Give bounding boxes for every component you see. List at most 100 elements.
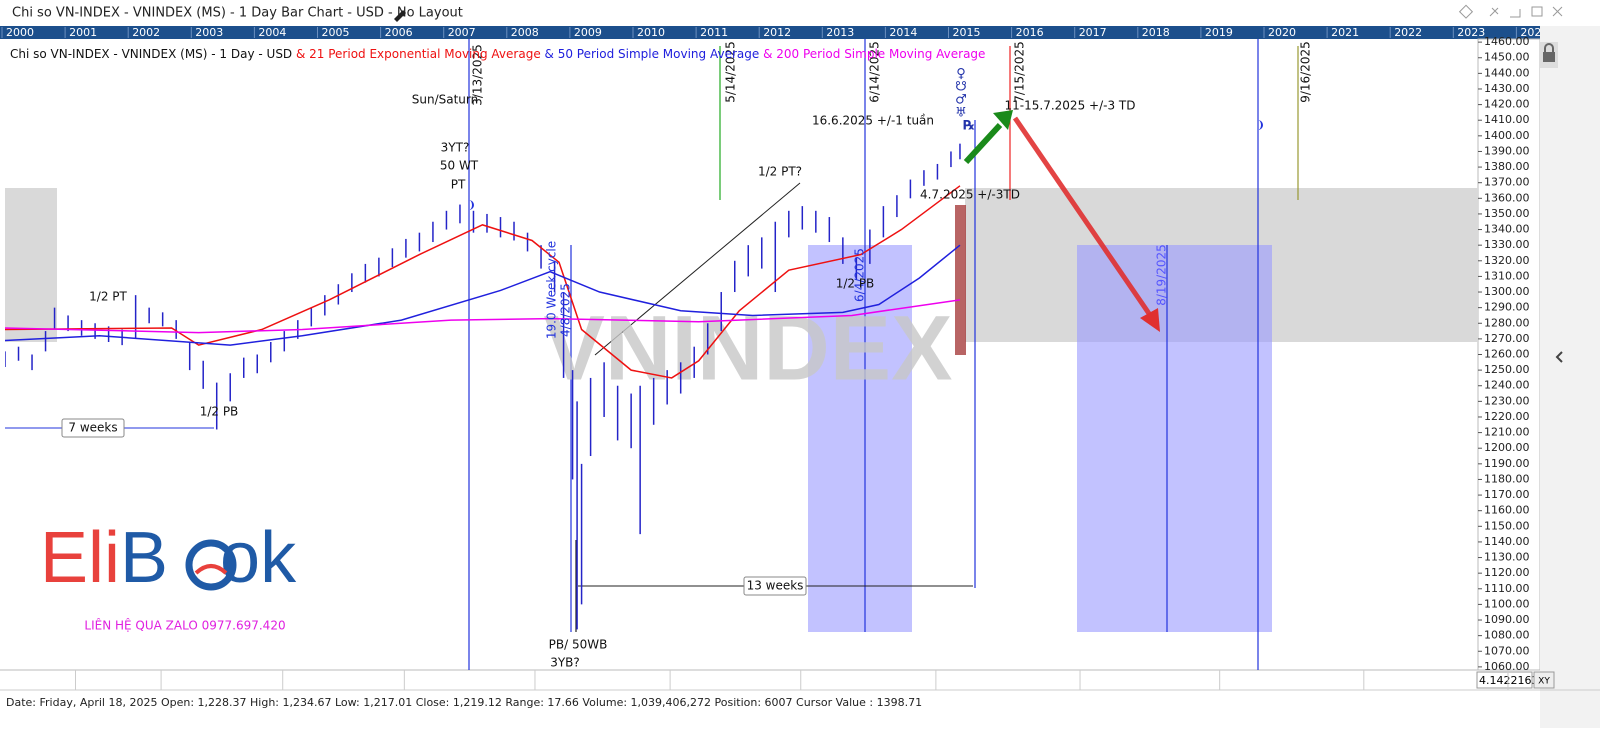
legend-entry: & 50 Period Simple Moving Average <box>541 47 760 61</box>
y-tick-label: 1220.00 <box>1484 410 1530 423</box>
y-tick-label: 1260.00 <box>1484 348 1530 361</box>
annotation: 9/16/2025 <box>1299 41 1313 103</box>
overview-year: 2005 <box>322 26 350 39</box>
annotation: 4/8/2025 <box>559 283 573 337</box>
overview-year: 2022 <box>1394 26 1422 39</box>
lock-icon[interactable] <box>1540 42 1558 68</box>
overview-year: 2003 <box>195 26 223 39</box>
overview-year: 2008 <box>511 26 539 39</box>
y-tick-label: 1350.00 <box>1484 207 1530 220</box>
overview-year: 2015 <box>953 26 981 39</box>
annotation: 13 weeks <box>747 579 804 593</box>
y-tick-label: 1270.00 <box>1484 332 1530 345</box>
y-tick-label: 1430.00 <box>1484 82 1530 95</box>
y-tick-label: 1190.00 <box>1484 457 1530 470</box>
y-tick-label: 1300.00 <box>1484 285 1530 298</box>
overview-year: 2006 <box>385 26 413 39</box>
y-tick-label: 1080.00 <box>1484 629 1530 642</box>
annotation: 1/2 PT? <box>758 165 802 179</box>
annotation: 4.7.2025 +/-3TD <box>920 188 1020 202</box>
y-tick-label: 1070.00 <box>1484 644 1530 657</box>
overview-year: 2000 <box>6 26 34 39</box>
y-tick-label: 1120.00 <box>1484 566 1530 579</box>
y-tick-label: 1140.00 <box>1484 535 1530 548</box>
annotation: 6/4/2025 <box>853 248 867 302</box>
legend-entry: & 21 Period Exponential Moving Average <box>292 47 541 61</box>
y-tick-label: 1310.00 <box>1484 269 1530 282</box>
shaded-zone <box>5 188 57 342</box>
overview-year: 2001 <box>69 26 97 39</box>
contact: LIÊN HỆ QUA ZALO 0977.697.420 <box>84 618 285 633</box>
annotation: 7/15/2025 <box>1013 41 1027 103</box>
logo-part: Eli <box>40 518 120 598</box>
overview-year: 2017 <box>1079 26 1107 39</box>
overview-year: 2007 <box>448 26 476 39</box>
y-tick-label: 1060.00 <box>1484 660 1530 673</box>
y-tick-label: 1240.00 <box>1484 379 1530 392</box>
overview-year: 2016 <box>1016 26 1044 39</box>
annotation: PT <box>451 178 466 192</box>
y-tick-label: 1290.00 <box>1484 301 1530 314</box>
annotation: 19.0 Week cycle <box>545 241 559 339</box>
overview-year: 2012 <box>763 26 791 39</box>
status-bar: Date: Friday, April 18, 2025 Open: 1,228… <box>6 696 922 709</box>
y-tick-label: 1460.00 <box>1484 35 1530 48</box>
annotation: Sun/Saturn <box>412 93 478 107</box>
overview-year: 2010 <box>637 26 665 39</box>
y-tick-label: 1230.00 <box>1484 394 1530 407</box>
annotation: 7 weeks <box>68 421 117 435</box>
y-tick-label: 1100.00 <box>1484 597 1530 610</box>
y-tick-label: 1400.00 <box>1484 129 1530 142</box>
legend-entry: Chi so VN-INDEX - VNINDEX (MS) - 1 Day -… <box>10 47 292 61</box>
y-tick-label: 1180.00 <box>1484 472 1530 485</box>
y-tick-label: 1200.00 <box>1484 441 1530 454</box>
y-tick-label: 1410.00 <box>1484 113 1530 126</box>
y-tick-label: 1090.00 <box>1484 613 1530 626</box>
annotation: 1/2 PT <box>89 290 127 304</box>
y-tick-label: 1110.00 <box>1484 582 1530 595</box>
y-tick-label: 1380.00 <box>1484 160 1530 173</box>
xy-label: XY <box>1538 677 1550 687</box>
turn-zone <box>955 205 966 355</box>
y-tick-label: 1320.00 <box>1484 254 1530 267</box>
y-tick-label: 1370.00 <box>1484 176 1530 189</box>
cursor-value: 4.1422163 <box>1479 674 1539 687</box>
overview-year: 2021 <box>1331 26 1359 39</box>
y-tick-label: 1340.00 <box>1484 223 1530 236</box>
annotation: 50 WT <box>440 159 479 173</box>
overview-year: 2002 <box>132 26 160 39</box>
annotation: 16.6.2025 +/-1 tuần <box>812 114 934 128</box>
annotation: 3YT? <box>441 141 470 155</box>
annotation: 3YB? <box>550 656 580 670</box>
annotation: 1/2 PB <box>200 405 239 419</box>
y-tick-label: 1450.00 <box>1484 51 1530 64</box>
y-tick-label: 1150.00 <box>1484 519 1530 532</box>
overview-year: 2018 <box>1142 26 1170 39</box>
y-tick-label: 1170.00 <box>1484 488 1530 501</box>
y-tick-label: 1280.00 <box>1484 316 1530 329</box>
time-window <box>1077 245 1272 632</box>
y-tick-label: 1130.00 <box>1484 551 1530 564</box>
annotation: 11-15.7.2025 +/-3 TD <box>1005 99 1136 113</box>
overview-year: 2011 <box>700 26 728 39</box>
overview-year: 2004 <box>258 26 286 39</box>
annotation: 1/2 PB <box>836 277 875 291</box>
legend: Chi so VN-INDEX - VNINDEX (MS) - 1 Day -… <box>10 47 985 61</box>
y-tick-label: 1250.00 <box>1484 363 1530 376</box>
annotation: 8/19/2025 <box>1155 244 1169 306</box>
y-tick-label: 1390.00 <box>1484 144 1530 157</box>
annotation: PB/ 50WB <box>549 638 608 652</box>
y-tick-label: 1210.00 <box>1484 426 1530 439</box>
logo-part: B <box>120 518 168 598</box>
overview-year: 2009 <box>574 26 602 39</box>
side-panel <box>1540 26 1600 728</box>
y-tick-label: 1420.00 <box>1484 98 1530 111</box>
overview-year: 2013 <box>826 26 854 39</box>
y-tick-label: 1160.00 <box>1484 504 1530 517</box>
y-tick-label: 1360.00 <box>1484 191 1530 204</box>
overview-year: 2023 <box>1457 26 1485 39</box>
astro-symbol: ℞ <box>963 119 975 134</box>
y-tick-label: 1440.00 <box>1484 66 1530 79</box>
